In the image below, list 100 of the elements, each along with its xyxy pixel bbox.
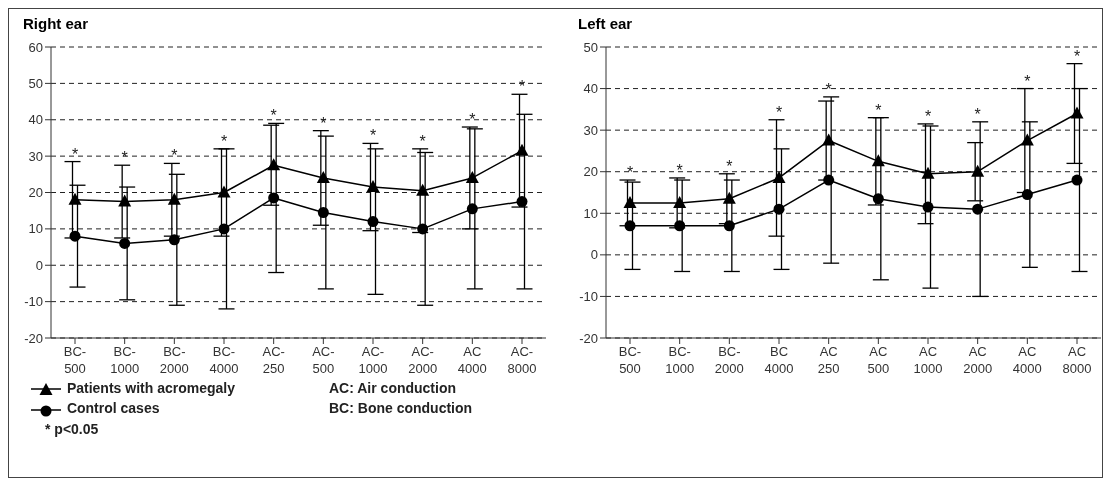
- y-tick-label: -20: [579, 330, 598, 346]
- point: [367, 216, 379, 228]
- x-tick-label: BC 4000: [764, 344, 794, 376]
- annotation: *: [974, 105, 981, 123]
- x-tick-label: AC-1000: [358, 344, 388, 376]
- point: [217, 185, 231, 198]
- x-tick-label: AC 4000: [457, 344, 487, 376]
- point: [674, 220, 686, 232]
- point: [515, 143, 529, 156]
- annotation: *: [469, 111, 476, 129]
- point: [168, 234, 180, 246]
- point: [317, 207, 329, 219]
- x-tick-label: AC 500: [867, 344, 890, 376]
- point: [218, 223, 230, 235]
- point: [119, 237, 131, 249]
- annotation: *: [775, 103, 783, 121]
- point: [673, 195, 687, 208]
- point: [417, 223, 429, 235]
- legend-label: Control cases: [66, 400, 160, 417]
- x-tick-label: AC-500: [312, 344, 335, 376]
- x-tick-label: AC 1000: [913, 344, 943, 376]
- annotation: *: [875, 101, 882, 119]
- point: [1071, 174, 1083, 186]
- x-tick-label: AC-2000: [408, 344, 438, 376]
- point: [772, 170, 786, 183]
- annotation: *: [220, 132, 228, 150]
- point: [267, 158, 281, 171]
- point: [167, 192, 181, 205]
- point: [972, 203, 984, 215]
- annotation: *: [726, 157, 733, 175]
- annotation: *: [171, 147, 178, 165]
- x-tick-label: AC 4000: [1012, 344, 1042, 376]
- x-tick-label: AC 8000: [1062, 344, 1092, 376]
- point: [871, 154, 885, 167]
- point: [516, 196, 528, 208]
- x-tick-label: AC 2000: [963, 344, 993, 376]
- point: [465, 170, 479, 183]
- annotation: *: [1024, 72, 1031, 90]
- y-tick-label: 50: [583, 39, 598, 55]
- x-tick-label: AC-250: [262, 344, 285, 376]
- text: AC: Air conduction: [329, 380, 458, 397]
- x-tick-label: BC-500: [63, 344, 87, 376]
- y-tick-label: 10: [583, 205, 598, 221]
- y-tick-label: 20: [28, 185, 43, 201]
- annotation: *: [270, 107, 277, 125]
- x-tick-label: BC-1000: [665, 344, 695, 376]
- point: [466, 203, 478, 215]
- annotation: *: [71, 145, 79, 163]
- legend-label: Patients with acromegaly: [66, 380, 235, 396]
- y-tick-label: 30: [583, 122, 598, 138]
- y-tick-label: 10: [28, 221, 43, 237]
- x-tick-label: BC-2000: [714, 344, 744, 376]
- y-tick-label: 50: [28, 75, 43, 91]
- y-tick-label: 20: [583, 164, 598, 180]
- point: [1070, 106, 1084, 119]
- text: * p<0.05: [44, 420, 100, 437]
- point: [921, 166, 935, 179]
- y-tick-label: -10: [24, 294, 43, 310]
- point: [118, 194, 132, 207]
- annotation: *: [825, 80, 832, 98]
- x-tick-label: AC 250: [817, 344, 840, 376]
- point: [69, 230, 81, 242]
- y-tick-label: 0: [590, 247, 598, 263]
- annotation: *: [626, 164, 634, 182]
- y-tick-label: 30: [28, 148, 43, 164]
- annotation: *: [419, 132, 426, 150]
- annotation: *: [924, 107, 932, 125]
- text: BC: Bone conduction: [329, 400, 474, 417]
- point: [268, 192, 280, 204]
- point: [623, 195, 637, 208]
- point: [922, 201, 934, 213]
- x-tick-label: AC-8000: [507, 344, 537, 376]
- chart-title: Left ear: [578, 15, 634, 34]
- point: [1021, 189, 1033, 201]
- point: [723, 220, 735, 232]
- point: [68, 192, 82, 205]
- point: [416, 183, 430, 196]
- x-tick-label: BC-2000: [159, 344, 189, 376]
- x-tick-label: BC-4000: [209, 344, 239, 376]
- chart-title: Right ear: [23, 15, 89, 34]
- x-tick-label: BC-1000: [110, 344, 140, 376]
- point: [773, 203, 785, 215]
- y-tick-label: 40: [28, 112, 43, 128]
- x-tick-label: BC-500: [618, 344, 642, 376]
- y-tick-label: 60: [28, 39, 43, 55]
- y-tick-label: -20: [24, 330, 43, 346]
- point: [316, 170, 330, 183]
- y-tick-label: -10: [579, 289, 598, 305]
- point: [366, 180, 380, 193]
- annotation: *: [1073, 47, 1081, 65]
- annotation: *: [369, 127, 377, 145]
- y-tick-label: 0: [35, 257, 43, 273]
- point: [823, 174, 835, 186]
- y-tick-label: 40: [583, 81, 598, 97]
- point: [872, 193, 884, 205]
- point: [722, 191, 736, 204]
- point: [971, 164, 985, 177]
- point: [1020, 133, 1034, 146]
- annotation: *: [676, 161, 683, 179]
- point: [822, 133, 836, 146]
